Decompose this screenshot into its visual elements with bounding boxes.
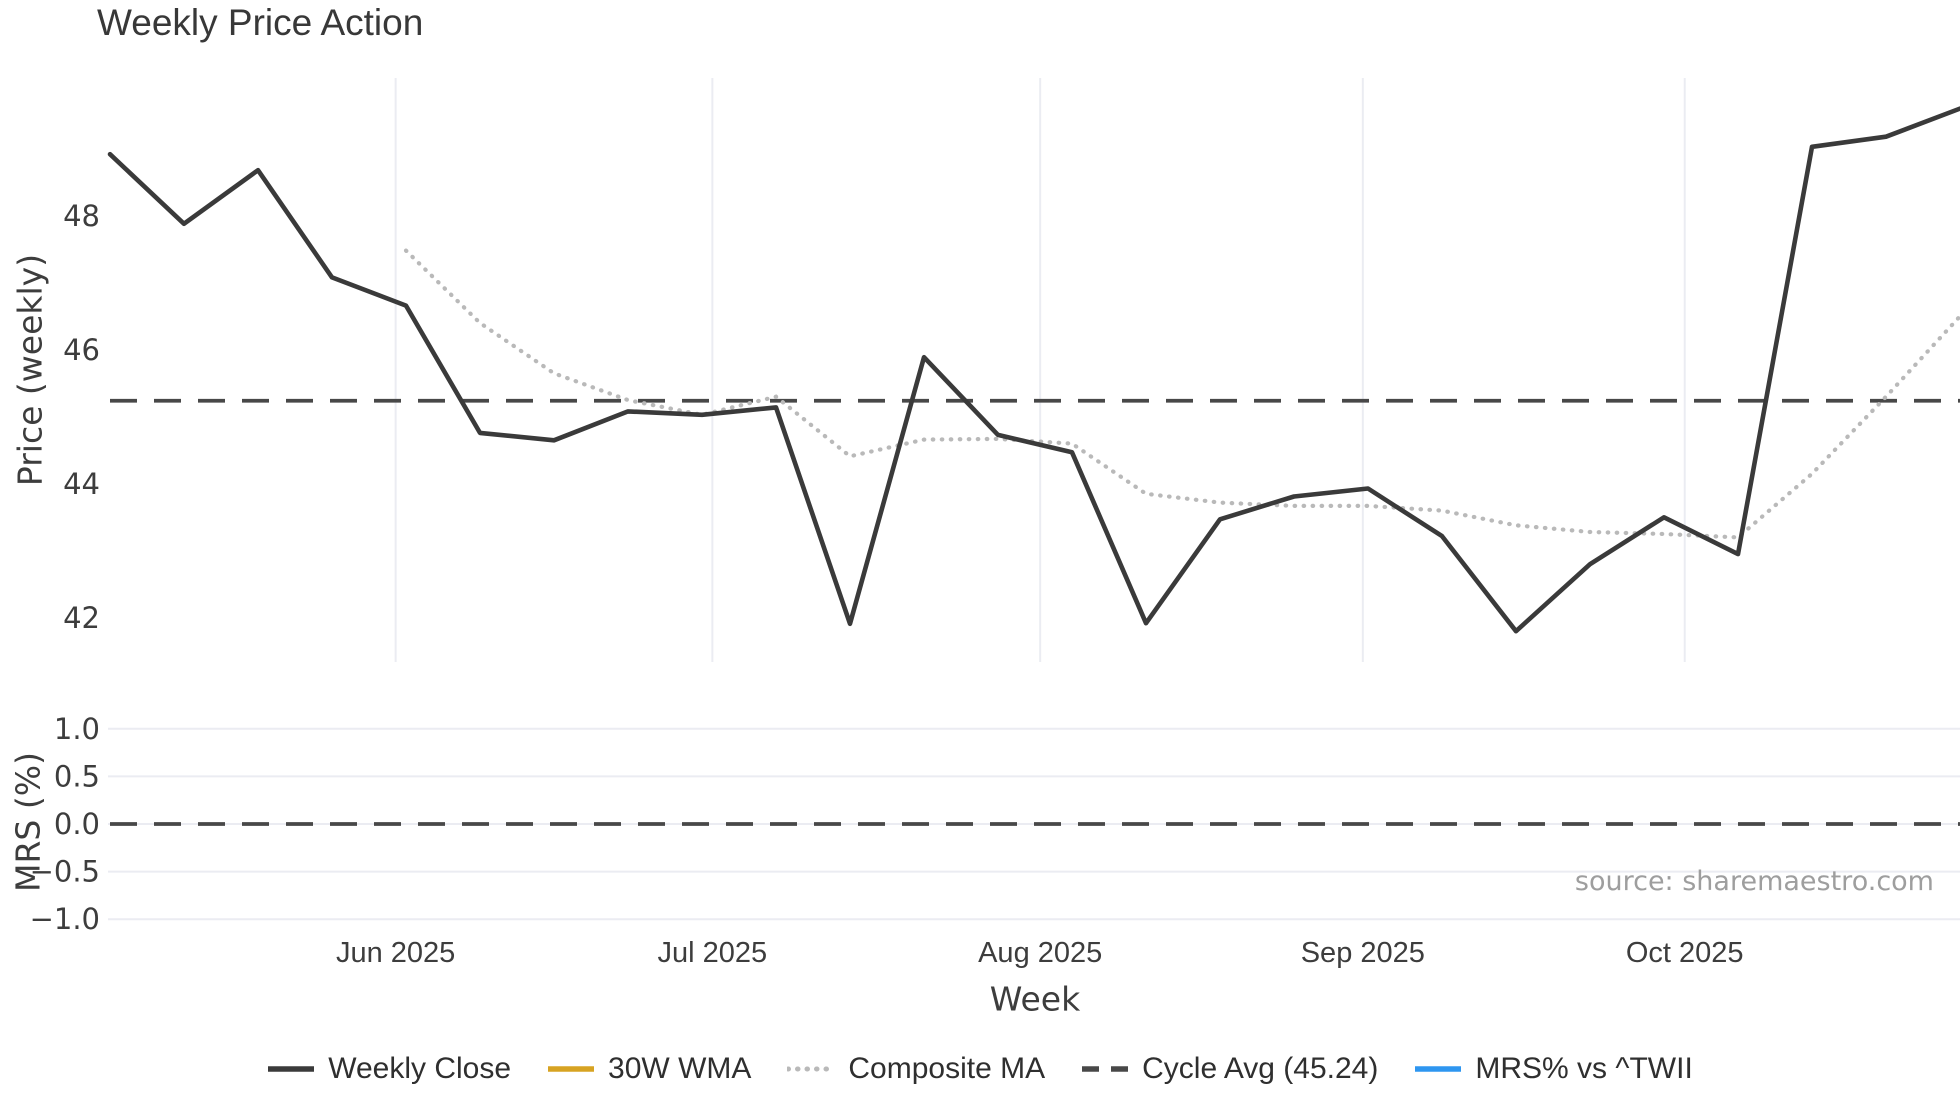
mrs-tick-label: 0.5 bbox=[54, 759, 100, 793]
legend-item: Cycle Avg (45.24) bbox=[1081, 1052, 1378, 1086]
price-tick-label: 48 bbox=[63, 199, 100, 233]
legend-label: Composite MA bbox=[848, 1052, 1046, 1085]
legend-label: 30W WMA bbox=[608, 1052, 752, 1085]
mrs-tick-label: 0.0 bbox=[54, 807, 100, 841]
chart-title: Weekly Price Action bbox=[97, 2, 424, 43]
legend-label: MRS% vs ^TWII bbox=[1475, 1052, 1693, 1085]
legend-label: Cycle Avg (45.24) bbox=[1142, 1052, 1379, 1085]
month-tick-label: Oct 2025 bbox=[1626, 937, 1744, 969]
month-tick-label: Jul 2025 bbox=[658, 937, 768, 969]
legend: Weekly Close 30W WMA Composite MA Cycle Avg… bbox=[0, 1052, 1960, 1086]
solid-line-swatch-icon bbox=[1415, 1066, 1462, 1072]
month-tick-label: Jun 2025 bbox=[336, 937, 455, 969]
legend-item: Composite MA bbox=[787, 1052, 1045, 1086]
price-tick-label: 46 bbox=[63, 333, 100, 367]
weekly-close-line bbox=[107, 106, 1960, 634]
mrs-tick-label: 1.0 bbox=[54, 712, 100, 746]
dotted-line-swatch-icon bbox=[787, 1066, 836, 1072]
mrs-tick-label: −0.5 bbox=[30, 855, 100, 889]
price-tick-label: 42 bbox=[63, 601, 100, 635]
composite-ma-line bbox=[403, 248, 1960, 540]
mrs-tick-label: −1.0 bbox=[30, 902, 100, 936]
source-credit: source: sharemaestro.com bbox=[1574, 866, 1934, 897]
legend-item: Weekly Close bbox=[267, 1052, 511, 1086]
dashed-line-swatch-icon bbox=[1082, 1066, 1129, 1072]
solid-line-swatch-icon bbox=[548, 1066, 595, 1072]
month-tick-label: Aug 2025 bbox=[978, 937, 1102, 969]
price-axis-label: Price (weekly) bbox=[10, 253, 50, 487]
mrs-axis-label: MRS (%) bbox=[8, 752, 48, 892]
solid-line-swatch-icon bbox=[268, 1066, 315, 1072]
price-tick-label: 44 bbox=[63, 467, 100, 501]
legend-item: MRS% vs ^TWII bbox=[1414, 1052, 1693, 1086]
legend-item: 30W WMA bbox=[547, 1052, 751, 1086]
legend-label: Weekly Close bbox=[328, 1052, 512, 1085]
month-tick-label: Sep 2025 bbox=[1301, 937, 1425, 969]
x-axis-label: Week bbox=[989, 979, 1081, 1019]
